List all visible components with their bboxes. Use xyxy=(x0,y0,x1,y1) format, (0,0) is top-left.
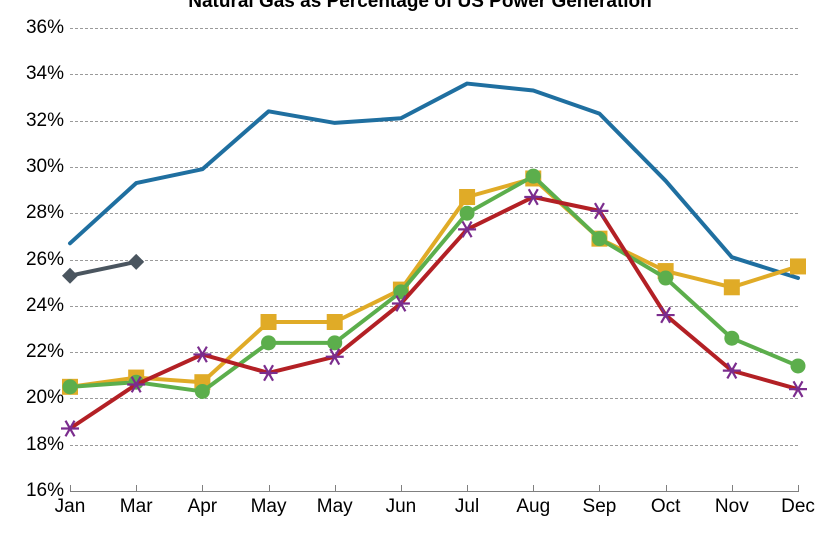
x-axis-tick xyxy=(136,485,138,491)
data-point-marker xyxy=(326,314,343,331)
data-point-marker xyxy=(790,258,806,275)
data-point-marker xyxy=(789,380,807,398)
x-axis-tick-label: Dec xyxy=(781,496,815,517)
data-point-marker xyxy=(62,267,78,284)
x-axis-tick-label: Jun xyxy=(385,496,417,517)
y-axis-tick-label: 32% xyxy=(25,109,64,131)
x-axis-tick-label: Mar xyxy=(119,496,153,517)
data-point-marker xyxy=(658,270,674,286)
series-line xyxy=(68,81,800,281)
x-axis-tick-label: Nov xyxy=(714,496,749,517)
series-series-green xyxy=(62,168,806,399)
x-axis-tick-label: Sep xyxy=(582,496,617,517)
chart-title: Natural Gas as Percentage of US Power Ge… xyxy=(188,0,652,12)
data-point-marker xyxy=(193,346,212,363)
y-axis-tick-label: 22% xyxy=(25,341,64,363)
x-axis-tick-label: May xyxy=(250,496,287,517)
y-axis-tick-label: 16% xyxy=(25,480,64,501)
data-point-marker xyxy=(259,364,278,382)
chart-legend xyxy=(0,518,840,536)
x-axis-tick-label: Oct xyxy=(650,496,681,517)
series-line xyxy=(68,174,800,394)
data-point-marker xyxy=(325,348,344,366)
data-point-marker xyxy=(656,306,675,324)
data-point-marker xyxy=(261,335,277,351)
data-point-marker xyxy=(391,295,410,312)
data-point-marker xyxy=(459,205,475,221)
data-point-marker xyxy=(128,253,145,270)
x-axis-tick xyxy=(268,485,270,491)
data-point-marker xyxy=(591,231,607,247)
x-axis-tick xyxy=(334,485,336,491)
data-point-marker xyxy=(722,362,741,379)
x-axis-tick xyxy=(533,485,535,491)
series-line xyxy=(68,194,800,431)
series-line xyxy=(68,259,139,278)
series-line xyxy=(68,176,800,389)
data-point-marker xyxy=(525,168,541,184)
data-point-marker xyxy=(723,279,740,296)
data-point-marker xyxy=(458,221,477,238)
y-axis-tick-label: 34% xyxy=(25,63,64,85)
data-point-marker xyxy=(724,330,740,346)
data-point-marker xyxy=(790,358,806,374)
x-axis-tick xyxy=(665,485,667,491)
x-axis-tick-label: Jul xyxy=(454,496,480,517)
x-axis-tick xyxy=(731,485,733,491)
y-axis-tick-label: 26% xyxy=(25,248,64,270)
x-axis-tick xyxy=(599,485,601,491)
y-axis-tick-label: 18% xyxy=(25,433,64,455)
x-axis-tick xyxy=(400,485,402,491)
series-series-gold xyxy=(62,170,806,395)
data-point-marker xyxy=(459,188,476,205)
x-axis-tick-label: Aug xyxy=(516,496,551,517)
series-series-gray xyxy=(62,253,145,284)
data-point-marker xyxy=(260,314,277,331)
data-point-marker xyxy=(590,202,609,220)
y-axis-tick-label: 28% xyxy=(25,202,64,224)
series-series-red xyxy=(61,188,807,437)
x-axis-tick-label: Apr xyxy=(187,496,218,517)
x-axis-tick-label: Jan xyxy=(54,496,86,517)
x-axis-tick-label: May xyxy=(316,496,353,517)
data-point-marker xyxy=(194,383,210,399)
x-axis-tick xyxy=(70,485,71,491)
x-axis-line xyxy=(70,491,799,492)
y-axis-tick-label: 20% xyxy=(25,387,64,409)
y-axis-tick-label: 24% xyxy=(25,294,64,316)
data-point-marker xyxy=(61,420,79,437)
data-point-marker xyxy=(524,188,543,206)
data-point-marker xyxy=(62,379,78,395)
series-series-blue xyxy=(68,81,800,281)
x-axis-tick xyxy=(467,485,469,491)
x-axis-tick xyxy=(798,485,799,491)
y-axis-tick-label: 36% xyxy=(25,17,64,38)
y-axis-tick-label: 30% xyxy=(25,155,64,177)
data-point-marker xyxy=(327,335,343,351)
x-axis-tick xyxy=(202,485,204,491)
data-point-marker xyxy=(127,376,146,393)
